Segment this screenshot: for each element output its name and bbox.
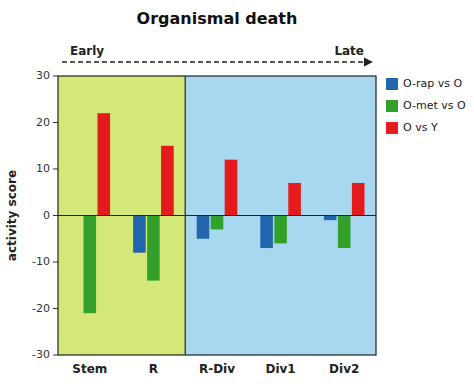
y-axis: -30 -20 -10 0 10 20 30 (32, 69, 58, 361)
y-tick-label: 10 (36, 162, 50, 175)
legend-swatch (386, 100, 398, 112)
y-tick (53, 76, 58, 77)
x-tick-label: Div1 (265, 362, 295, 376)
bar (147, 216, 160, 281)
chart-svg: -30 -20 -10 0 10 20 30 Stem R R-Div Div1 Div2 activi… (0, 0, 474, 391)
y-tick-label: 0 (43, 209, 50, 222)
y-tick (53, 355, 58, 356)
y-tick-label: 30 (36, 69, 50, 82)
bar (352, 183, 365, 216)
bar (211, 216, 224, 230)
bar (161, 146, 174, 216)
y-tick-label: -30 (32, 348, 50, 361)
bar (84, 216, 97, 314)
bar (225, 160, 238, 216)
bar (288, 183, 301, 216)
bar (338, 216, 351, 249)
y-tick-label: 20 (36, 116, 50, 129)
region-label: Early (70, 44, 104, 58)
y-tick (53, 169, 58, 170)
bar (260, 216, 273, 249)
legend-label: O-rap vs O (403, 77, 462, 90)
plot-frame (58, 76, 376, 355)
chart-container: -30 -20 -10 0 10 20 30 Stem R R-Div Div1 Div2 activi… (0, 0, 474, 391)
chart-title: Organismal death (137, 9, 298, 28)
legend: O-rap vs O O-met vs O O vs Y (386, 77, 466, 134)
page: {"chart_data": {"type": "bar", "title": … (0, 0, 474, 391)
legend-label: O vs Y (403, 121, 438, 134)
x-tick-label: R (149, 362, 158, 376)
y-tick-label: -20 (32, 302, 50, 315)
y-tick (53, 262, 58, 263)
x-tick-label: R-Div (199, 362, 235, 376)
bar (133, 216, 146, 253)
zero-line (58, 215, 376, 216)
y-tick (53, 308, 58, 309)
y-tick (53, 215, 58, 216)
legend-swatch (386, 78, 398, 90)
bar (197, 216, 210, 239)
bar (274, 216, 287, 244)
y-tick-label: -10 (32, 255, 50, 268)
x-tick-label: Div2 (329, 362, 359, 376)
legend-label: O-met vs O (403, 99, 466, 112)
x-tick-label: Stem (72, 362, 107, 376)
y-axis-label: activity score (5, 170, 19, 261)
bar (324, 216, 337, 221)
time-arrow (62, 61, 372, 62)
legend-swatch (386, 122, 398, 134)
bars (84, 113, 365, 313)
bar (97, 113, 110, 215)
region-label: Late (334, 44, 364, 58)
y-tick (53, 122, 58, 123)
